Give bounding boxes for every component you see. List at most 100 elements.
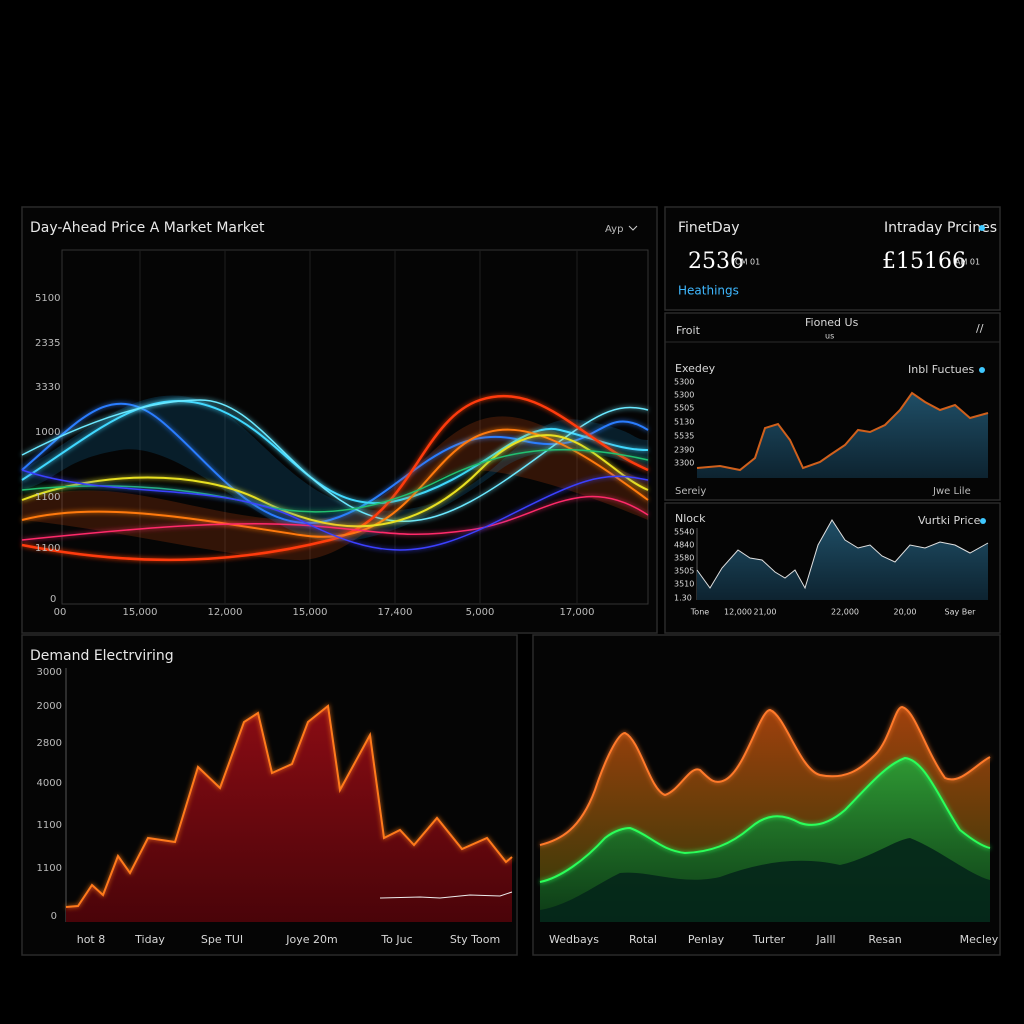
- x-label: Turter: [752, 933, 786, 946]
- y-label: 2800: [37, 738, 62, 749]
- x-axis-labels: Tone 12,000 21,00 22,000 20,00 Say Ber: [690, 608, 976, 617]
- waves: [21, 394, 649, 562]
- area: [697, 393, 988, 478]
- y-axis-labels: 5300 5300 5505 5130 5535 2390 3300: [674, 378, 694, 468]
- y-label: 5130: [674, 418, 694, 427]
- tab-sub: us: [825, 332, 834, 341]
- panel-title: Demand Electrviring: [30, 648, 174, 664]
- y-label: 1100: [35, 492, 60, 503]
- x-label: 17,000: [560, 607, 595, 618]
- area: [540, 838, 990, 922]
- x-label: Rotal: [629, 933, 657, 946]
- card-title: Intraday Prcines: [884, 220, 997, 236]
- metric-value: £15166: [882, 249, 966, 274]
- x-label: Wedbays: [549, 933, 599, 946]
- legend-dot: [980, 518, 986, 524]
- y-label: 1.30: [674, 594, 692, 603]
- metric-unit: CM 01: [735, 258, 760, 267]
- y-label: 5300: [674, 391, 694, 400]
- y-axis-labels: 3000 2000 2800 4000 1100 1100 0: [37, 667, 62, 922]
- y-label: 0: [50, 594, 56, 605]
- area: [66, 706, 512, 922]
- x-axis-labels: Wedbays Rotal Penlay Turter Jalll Resan …: [549, 933, 999, 946]
- y-label: 5540: [674, 528, 694, 537]
- x-label: Resan: [868, 933, 901, 946]
- panel-title: Day-Ahead Price A Market Market: [30, 220, 265, 236]
- y-label: 1100: [37, 820, 62, 831]
- line: [379, 891, 513, 899]
- x-label: Mecley: [960, 933, 999, 946]
- x-label: Say Ber: [945, 608, 977, 617]
- x-label: 00: [54, 607, 67, 618]
- y-label: 4000: [37, 778, 62, 789]
- x-label: To Juc: [380, 933, 412, 946]
- metric-value: 2536: [688, 249, 744, 274]
- x-label: Joye 20m: [285, 933, 337, 946]
- panel: [21, 206, 658, 634]
- plot-frame: [61, 249, 649, 605]
- legend: Vurtki Price: [918, 514, 981, 527]
- y-label: 0: [51, 911, 57, 922]
- x-label: 12,000: [724, 608, 752, 617]
- tab[interactable]: Fioned Us: [805, 316, 859, 329]
- area-line: [65, 704, 513, 908]
- footer-label: Sereiy: [675, 486, 706, 497]
- dropdown[interactable]: Ayp: [605, 224, 638, 235]
- x-label: Sty Toom: [450, 933, 500, 946]
- x-label: Tone: [690, 608, 709, 617]
- y-label: 3580: [674, 554, 694, 563]
- area-line: [696, 391, 989, 472]
- y-axis-labels: 5100 2335 3330 1000 1100 1100 0: [35, 293, 60, 605]
- x-label: Spe TUI: [201, 933, 243, 946]
- y-label: 2390: [674, 446, 694, 455]
- x-label: 21,00: [754, 608, 777, 617]
- chart-title: Exedey: [675, 362, 716, 375]
- y-axis-labels: 5540 4840 3580 3505 3510 1.30: [674, 528, 694, 603]
- x-label: hot 8: [77, 933, 106, 946]
- x-label: 12,000: [208, 607, 243, 618]
- y-label: 2335: [35, 338, 60, 349]
- x-label: Jalll: [815, 933, 835, 946]
- dropdown-label[interactable]: Ayp: [605, 224, 623, 235]
- x-label: 17,400: [378, 607, 413, 618]
- area-line: [539, 705, 991, 846]
- chart-title: Nlock: [675, 512, 706, 525]
- y-label: 3300: [674, 459, 694, 468]
- legend-dot: [979, 367, 985, 373]
- status-dot: [979, 225, 985, 231]
- y-label: 2000: [37, 701, 62, 712]
- y-label: 1100: [37, 863, 62, 874]
- tab[interactable]: Froit: [676, 324, 701, 337]
- y-label: 1100: [35, 543, 60, 554]
- y-label: 3330: [35, 382, 60, 393]
- area: [697, 520, 988, 600]
- y-label: 5100: [35, 293, 60, 304]
- x-axis-labels: 00 15,000 12,000 15,000 17,400 5,000 17,…: [54, 607, 595, 618]
- y-label: 3000: [37, 667, 62, 678]
- area-line: [539, 756, 991, 883]
- y-label: 5505: [674, 404, 694, 413]
- y-label: 5535: [674, 432, 694, 441]
- x-label: 20,00: [894, 608, 917, 617]
- metric-unit: AM 01: [955, 258, 980, 267]
- y-label: 3505: [674, 567, 694, 576]
- x-axis-labels: hot 8 Tiday Spe TUI Joye 20m To Juc Sty …: [77, 933, 500, 946]
- x-label: Tiday: [134, 933, 165, 946]
- x-label: 15,000: [123, 607, 158, 618]
- y-label: 5300: [674, 378, 694, 387]
- panel: [664, 206, 1001, 311]
- chevron[interactable]: [628, 225, 638, 231]
- y-label: 3510: [674, 580, 694, 589]
- x-label: 15,000: [293, 607, 328, 618]
- card-title: FinetDay: [678, 220, 740, 236]
- x-label: Penlay: [688, 933, 725, 946]
- legend: Inbl Fuctues: [908, 363, 975, 376]
- x-label: 22,000: [831, 608, 859, 617]
- area-line: [696, 519, 989, 590]
- footer-label: Jwe Lile: [932, 486, 971, 497]
- y-label: 1000: [35, 427, 60, 438]
- link[interactable]: Heathings: [678, 284, 739, 298]
- icon-text: //: [976, 322, 984, 335]
- x-label: 5,000: [466, 607, 495, 618]
